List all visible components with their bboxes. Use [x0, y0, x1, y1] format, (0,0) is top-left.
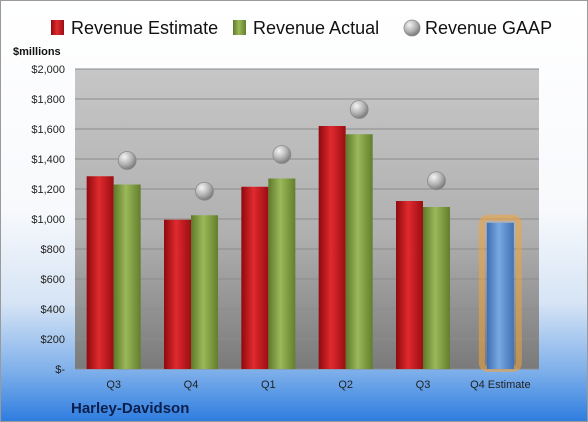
y-tick-label: $200: [41, 334, 65, 346]
x-tick-label: Q3: [416, 379, 431, 391]
gaap-marker: [195, 181, 214, 201]
y-tick-label: $1,200: [31, 184, 65, 196]
y-tick-label: $600: [41, 274, 65, 286]
actual-bar: [345, 134, 373, 369]
bars: [86, 126, 522, 372]
y-tick-label: $-: [55, 364, 65, 376]
x-tick-label: Q2: [338, 379, 353, 391]
x-axis-ticks: Q3 Q4 Q1 Q2 Q3 Q4 Estimate: [106, 379, 530, 391]
y-tick-label: $1,600: [31, 124, 65, 136]
legend-label: Revenue Actual: [253, 18, 379, 38]
y-tick-label: $1,400: [31, 154, 65, 166]
actual-bar: [191, 215, 218, 369]
actual-bar: [423, 207, 450, 369]
chart-legend: Revenue Estimate Revenue Actual Revenue GA…: [51, 18, 552, 38]
estimate-bar: [396, 201, 423, 369]
legend-swatch: [403, 19, 421, 37]
y-axis-unit-label: $millions: [13, 46, 61, 58]
actual-bar: [268, 178, 296, 369]
x-tick-label: Q4: [184, 379, 199, 391]
gridlines: [75, 68, 539, 370]
gaap-marker: [427, 171, 446, 191]
gaap-marker: [349, 100, 369, 119]
x-tick-label: Q3: [106, 379, 121, 391]
y-axis-ticks: $- $200 $400 $600 $800 $1,000 $1,200 $1,400 $1,6…: [31, 64, 65, 376]
legend-label: Revenue Estimate: [71, 18, 218, 38]
gaap-marker: [117, 151, 137, 170]
x-tick-label: Q4 Estimate: [470, 379, 531, 391]
y-tick-label: $1,800: [31, 94, 65, 106]
forecast-bar: [486, 222, 514, 369]
legend-label: Revenue GAAP: [425, 18, 552, 38]
y-tick-label: $1,000: [31, 214, 65, 226]
y-tick-label: $800: [41, 244, 65, 256]
company-name: Harley-Davidson: [71, 400, 189, 417]
gaap-markers: [117, 100, 446, 201]
estimate-bar: [86, 176, 114, 369]
y-tick-label: $400: [41, 304, 65, 316]
x-tick-label: Q1: [261, 379, 276, 391]
y-tick-label: $2,000: [31, 64, 65, 76]
estimate-bar: [318, 126, 346, 369]
legend-swatch: [51, 20, 64, 35]
estimate-bar: [164, 219, 191, 369]
gaap-marker: [272, 145, 292, 164]
legend-swatch: [233, 20, 246, 35]
actual-bar: [113, 184, 141, 369]
estimate-bar: [241, 186, 269, 369]
